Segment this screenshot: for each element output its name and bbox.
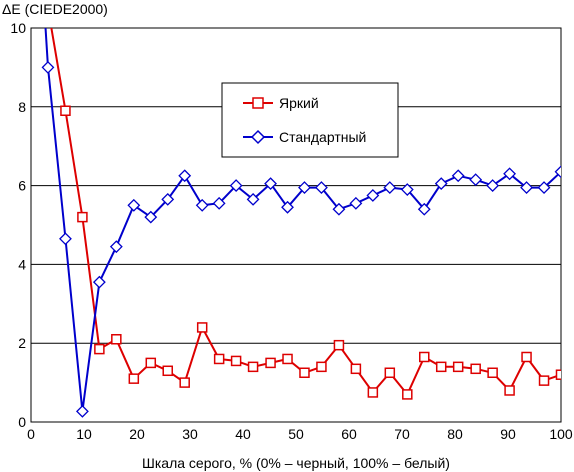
data-point-series-1 — [469, 173, 483, 187]
legend-marker-yarkiy — [252, 97, 264, 109]
data-point-series-0 — [145, 357, 157, 369]
x-tick-label: 70 — [394, 426, 410, 442]
x-tick-label: 100 — [549, 426, 573, 442]
data-point-series-0 — [128, 373, 140, 384]
data-point-series-0 — [60, 105, 71, 116]
data-point-series-1 — [520, 181, 533, 194]
x-tick-label: 20 — [129, 426, 145, 442]
data-point-series-1 — [349, 196, 363, 210]
y-tick-label: 10 — [10, 20, 26, 36]
x-tick-label: 0 — [27, 426, 35, 442]
data-point-series-1 — [59, 232, 72, 246]
x-tick-label: 60 — [341, 426, 357, 442]
data-point-series-0 — [538, 375, 550, 386]
data-point-series-1 — [212, 196, 226, 210]
x-axis-label: Шкала серого, % (0% – черный, 100% – бел… — [142, 455, 450, 471]
x-tick-label: 90 — [500, 426, 516, 442]
data-point-series-1 — [434, 177, 448, 191]
data-point-series-1 — [417, 202, 431, 216]
data-point-series-0 — [504, 385, 515, 396]
x-tick-labels: 0 10 20 30 40 50 60 70 80 90 100 — [27, 426, 573, 442]
data-point-series-0 — [487, 367, 498, 378]
data-point-series-1 — [451, 169, 465, 183]
y-tick-label: 0 — [18, 414, 26, 430]
data-point-series-1 — [127, 198, 141, 212]
y-tick-label: 4 — [18, 256, 26, 272]
data-point-series-0 — [470, 363, 481, 375]
data-point-series-1 — [298, 181, 311, 194]
data-point-series-0 — [179, 377, 190, 388]
data-point-series-0 — [230, 355, 242, 367]
x-tick-label: 10 — [76, 426, 92, 442]
data-point-series-1 — [554, 165, 561, 179]
data-point-series-0 — [94, 343, 105, 355]
data-point-series-1 — [366, 189, 380, 202]
series-line-0 — [50, 28, 561, 396]
legend-box — [221, 82, 399, 158]
data-point-series-1 — [109, 240, 123, 254]
data-point-series-0 — [213, 353, 225, 365]
data-point-series-0 — [265, 357, 276, 369]
data-point-series-1 — [178, 169, 192, 183]
data-point-series-0 — [402, 389, 413, 400]
data-point-series-1 — [383, 181, 397, 194]
y-tick-labels: 0 2 4 6 8 10 — [10, 20, 26, 430]
data-point-series-0 — [247, 361, 259, 373]
data-point-series-0 — [367, 387, 379, 398]
data-point-series-0 — [384, 367, 396, 378]
data-point-series-1 — [92, 275, 106, 289]
x-tick-label: 30 — [182, 426, 198, 442]
data-point-series-1 — [264, 177, 277, 191]
y-tick-label: 8 — [18, 99, 26, 115]
data-point-series-0 — [333, 339, 345, 351]
x-tick-label: 40 — [235, 426, 251, 442]
data-point-series-0 — [282, 353, 293, 365]
data-point-series-1 — [75, 404, 89, 418]
data-point-series-0 — [435, 361, 447, 373]
data-point-series-0 — [77, 211, 88, 223]
data-point-series-1 — [41, 60, 55, 74]
data-point-series-1 — [281, 200, 294, 214]
y-tick-label: 2 — [18, 335, 26, 351]
data-point-series-0 — [299, 367, 310, 378]
data-point-series-0 — [555, 369, 561, 380]
data-point-series-1 — [246, 192, 260, 206]
data-point-series-1 — [315, 181, 328, 194]
legend-label-standartny: Стандартный — [279, 129, 366, 145]
plot-frame — [30, 27, 562, 423]
data-point-series-0 — [162, 365, 173, 377]
legend-marker-standartny — [250, 129, 266, 145]
data-point-series-0 — [521, 351, 532, 363]
data-point-series-1 — [144, 210, 158, 224]
data-point-series-0 — [350, 363, 362, 375]
x-tick-label: 80 — [447, 426, 463, 442]
data-point-series-1 — [161, 192, 175, 206]
data-point-series-1 — [229, 179, 243, 193]
data-point-series-0 — [452, 361, 464, 373]
data-point-series-1 — [503, 167, 517, 181]
data-point-series-1 — [537, 181, 551, 194]
data-point-series-0 — [316, 361, 327, 373]
legend-label-yarkiy: Яркий — [279, 95, 319, 111]
legend: Яркий Стандартный — [221, 82, 399, 158]
data-point-series-1 — [195, 198, 209, 212]
data-point-series-1 — [332, 202, 346, 216]
y-axis-label: ΔE (CIEDE2000) — [2, 1, 108, 17]
data-point-series-1 — [486, 179, 500, 193]
data-point-series-1 — [400, 183, 414, 196]
series-layer — [41, 28, 561, 418]
data-point-series-0 — [419, 351, 430, 363]
data-point-series-0 — [196, 322, 208, 333]
x-tick-label: 50 — [288, 426, 304, 442]
data-point-series-0 — [111, 334, 122, 345]
y-tick-label: 6 — [18, 178, 26, 194]
